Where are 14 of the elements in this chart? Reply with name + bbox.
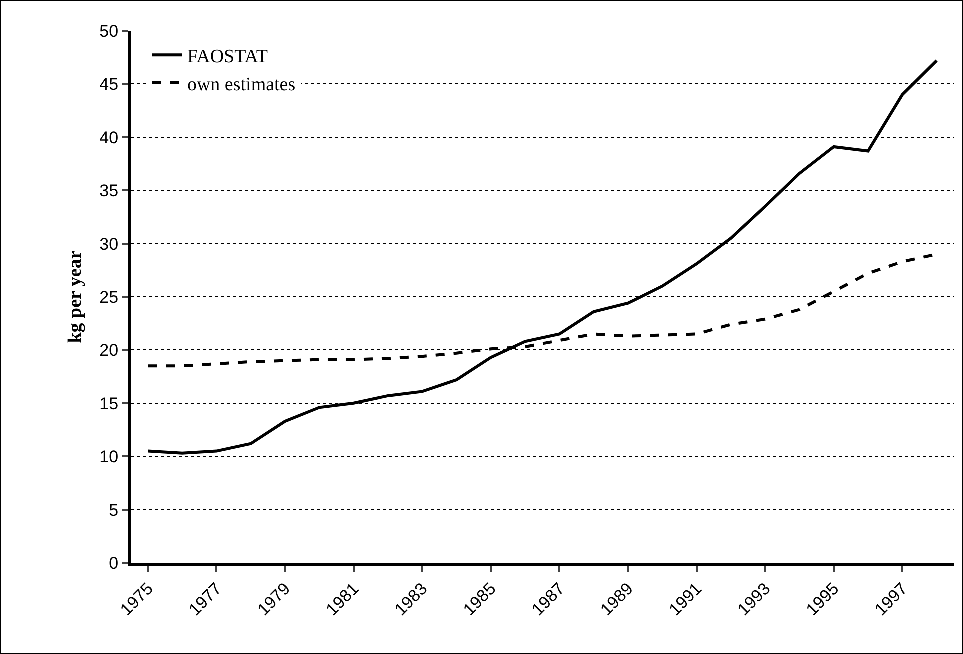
y-tick-label: 0 — [109, 554, 119, 573]
y-tick-label: 35 — [100, 182, 119, 201]
legend-label: FAOSTAT — [187, 46, 268, 68]
y-tick-label: 40 — [100, 128, 119, 148]
y-tick-label: 5 — [109, 500, 119, 520]
legend-label: own estimates — [187, 74, 296, 96]
y-tick-label: 25 — [100, 288, 119, 307]
y-tick-label: 10 — [100, 448, 119, 467]
y-tick-label: 50 — [100, 22, 119, 41]
y-tick-label: 45 — [100, 75, 119, 94]
y-axis-title: kg per year — [65, 250, 86, 344]
y-tick-label: 15 — [100, 394, 119, 414]
y-tick-label: 20 — [100, 341, 119, 360]
y-tick-label: 30 — [100, 234, 119, 254]
